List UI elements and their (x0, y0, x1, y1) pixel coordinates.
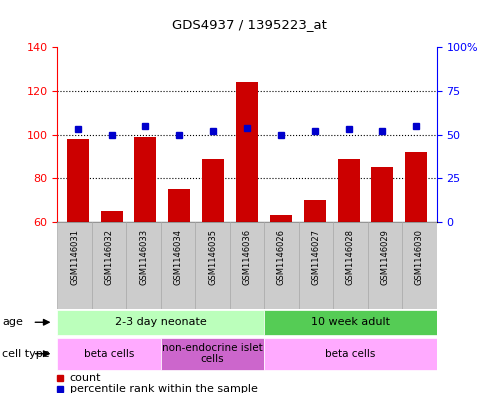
Text: GSM1146031: GSM1146031 (70, 229, 79, 285)
Text: 10 week adult: 10 week adult (311, 317, 390, 327)
Text: GSM1146026: GSM1146026 (277, 229, 286, 285)
Text: GDS4937 / 1395223_at: GDS4937 / 1395223_at (172, 18, 327, 31)
Bar (57, 310, 264, 334)
Text: GSM1146033: GSM1146033 (139, 229, 148, 285)
Bar (368, 222, 402, 309)
Bar (264, 338, 437, 369)
Bar (57, 222, 92, 309)
Text: beta cells: beta cells (325, 349, 376, 359)
Text: count: count (70, 373, 101, 383)
Bar (161, 222, 195, 309)
Bar (299, 222, 333, 309)
Bar (338, 159, 360, 222)
Bar (168, 189, 190, 222)
Text: GSM1146027: GSM1146027 (311, 229, 320, 285)
Text: non-endocrine islet
cells: non-endocrine islet cells (162, 343, 263, 364)
Text: GSM1146032: GSM1146032 (105, 229, 114, 285)
Text: cell type: cell type (2, 349, 50, 359)
Bar (304, 200, 326, 222)
Text: percentile rank within the sample: percentile rank within the sample (70, 384, 258, 393)
Text: GSM1146036: GSM1146036 (243, 229, 251, 285)
Bar (101, 211, 123, 222)
Text: GSM1146030: GSM1146030 (415, 229, 424, 285)
Text: GSM1146028: GSM1146028 (346, 229, 355, 285)
Bar (67, 139, 89, 222)
Text: GSM1146035: GSM1146035 (208, 229, 217, 285)
Text: age: age (2, 317, 23, 327)
Bar (333, 222, 368, 309)
Bar (195, 222, 230, 309)
Bar (57, 338, 161, 369)
Bar (405, 152, 427, 222)
Bar (92, 222, 126, 309)
Bar (264, 222, 299, 309)
Text: GSM1146029: GSM1146029 (380, 229, 389, 285)
Bar (126, 222, 161, 309)
Bar (230, 222, 264, 309)
Text: 2-3 day neonate: 2-3 day neonate (115, 317, 207, 327)
Text: beta cells: beta cells (84, 349, 134, 359)
Bar (134, 137, 156, 222)
Bar (402, 222, 437, 309)
Bar (161, 338, 264, 369)
Bar (202, 159, 224, 222)
Bar (270, 215, 292, 222)
Bar (371, 167, 393, 222)
Bar (236, 82, 258, 222)
Text: GSM1146034: GSM1146034 (174, 229, 183, 285)
Bar (264, 310, 437, 334)
